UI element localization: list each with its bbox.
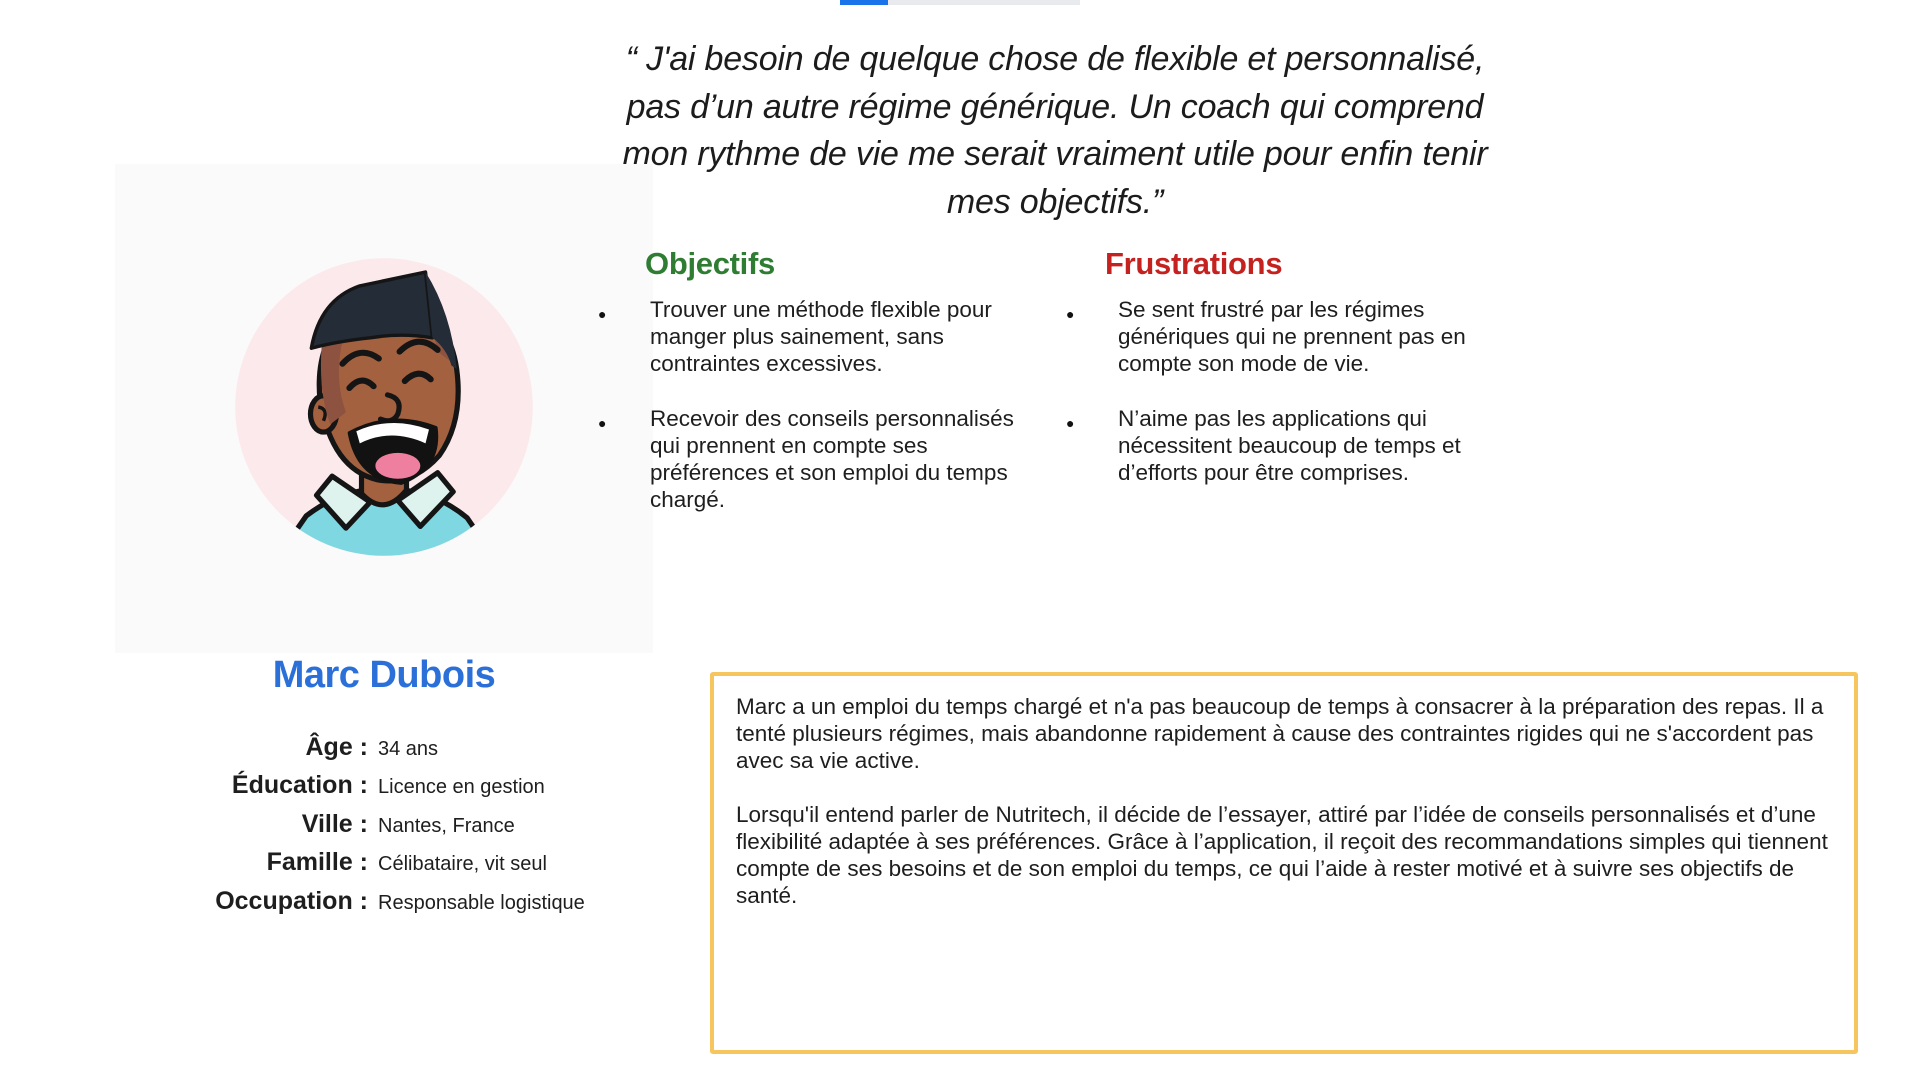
collar-left — [313, 473, 373, 531]
attribute-value: 34 ans — [378, 738, 439, 760]
frustration-item: N’aime pas les applications qui nécessit… — [1058, 405, 1518, 486]
eye-right — [401, 370, 434, 385]
attribute-label: Âge : — [305, 733, 369, 761]
frustrations-list: Se sent frustré par les régimes génériqu… — [1058, 296, 1518, 486]
hair — [309, 270, 435, 350]
frustration-item: Se sent frustré par les régimes génériqu… — [1058, 296, 1518, 377]
bio-paragraph: Marc a un emploi du temps chargé et n'a … — [736, 694, 1824, 773]
eye-left — [346, 377, 377, 391]
persona-quote: “ J'ai besoin de quelque chose de flexib… — [622, 40, 1488, 221]
attribute-label: Éducation : — [231, 771, 368, 800]
goal-item: Trouver une méthode flexible pour manger… — [590, 296, 1035, 377]
collar-right — [395, 470, 456, 529]
temple-left — [320, 341, 346, 425]
bio-box: Marc a un emploi du temps chargé et n'a … — [710, 672, 1858, 1054]
attribute-label: Ville : — [301, 809, 368, 838]
frustrations-heading: Frustrations — [1105, 246, 1283, 281]
attribute-value: Nantes, France — [378, 814, 515, 837]
ear-inner — [317, 405, 327, 422]
frustrations-section: Frustrations Se sent frustré par les rég… — [1058, 246, 1518, 514]
top-progress-indicator — [840, 0, 1080, 5]
goals-heading: Objectifs — [645, 246, 775, 281]
top-bar-gray-segment — [888, 0, 1080, 5]
avatar-illustration — [235, 258, 533, 556]
hair-right-edge — [425, 272, 457, 369]
goal-item: Recevoir des conseils personnalisés qui … — [590, 405, 1035, 513]
attribute-row: Occupation : Responsable logistique — [110, 887, 658, 925]
teeth — [356, 422, 429, 444]
persona-name: Marc Dubois — [272, 654, 496, 696]
top-bar-blue-segment — [840, 0, 888, 5]
attribute-row: Famille : Célibataire, vit seul — [110, 848, 658, 886]
attribute-row: Âge : 34 ans — [110, 733, 658, 771]
attribute-value: Licence en gestion — [378, 776, 545, 799]
goals-section: Objectifs Trouver une méthode flexible p… — [590, 246, 1035, 541]
attribute-label: Famille : — [266, 848, 368, 877]
goals-list: Trouver une méthode flexible pour manger… — [590, 296, 1035, 513]
bio-paragraph: Lorsqu'il entend parler de Nutritech, il… — [736, 802, 1828, 908]
tongue — [375, 452, 421, 479]
attribute-label: Occupation : — [215, 886, 368, 915]
attribute-row: Ville : Nantes, France — [110, 810, 658, 848]
attribute-value: Responsable logistique — [378, 891, 585, 914]
eyebrow-left — [339, 349, 382, 367]
persona-attributes: Âge : 34 ans Éducation : Licence en gest… — [110, 733, 658, 925]
profile-panel — [115, 164, 653, 653]
eyebrow-right — [396, 338, 441, 355]
attribute-row: Éducation : Licence en gestion — [110, 771, 658, 809]
attribute-value: Célibataire, vit seul — [378, 853, 547, 876]
